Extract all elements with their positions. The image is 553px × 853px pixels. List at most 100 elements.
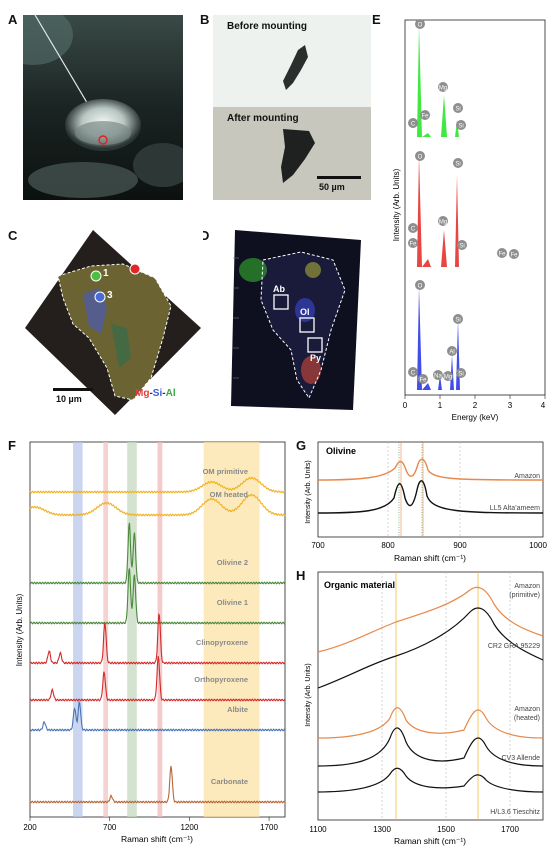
g-xlabel: Raman shift (cm⁻¹) xyxy=(394,553,466,563)
f-series-olivine-1 xyxy=(29,568,286,625)
f-series-albite xyxy=(29,700,286,732)
g-xtick-3: 1000 xyxy=(529,541,547,550)
box-ol-icon xyxy=(299,317,315,333)
spot-1-icon xyxy=(90,270,102,282)
g-xtick-2: 900 xyxy=(453,541,467,550)
eds-b-na: Na xyxy=(434,374,442,380)
f-xtick-1: 700 xyxy=(103,823,117,832)
panel-h: Organic material Amazon (primitive) CR2 … xyxy=(300,570,550,848)
panel-b-before: Before mounting xyxy=(213,15,371,107)
eds-blue-spectrum xyxy=(405,287,545,390)
spot-2-icon xyxy=(129,263,141,275)
eds-r-si2: Si xyxy=(459,244,464,250)
f-xtick-3: 1700 xyxy=(260,823,278,832)
eds-r-c: C xyxy=(411,227,416,233)
f-series-om-heated xyxy=(29,493,286,517)
f-xlabel: Raman shift (cm⁻¹) xyxy=(121,834,193,844)
f-label-olivine-1: Olivine 1 xyxy=(217,598,248,607)
f-label-om-heated: OM heated xyxy=(210,490,249,499)
panel-letter-g: G xyxy=(296,438,307,453)
legend-si: Si xyxy=(152,388,163,399)
eds-b-si: Si xyxy=(455,318,460,324)
panel-f-chart: OM primitive OM heated Olivine 2 Olivine 1 C… xyxy=(15,441,286,844)
panel-letter-e: E xyxy=(372,12,381,27)
h-xtick-0: 1100 xyxy=(309,825,327,834)
h-cr2-line xyxy=(317,607,544,689)
eds-r-fe: Fe xyxy=(409,242,417,248)
g-xtick-1: 800 xyxy=(381,541,395,550)
e-xtick-3: 3 xyxy=(508,401,513,410)
g-ll5-label: LL5 Alta’ameem xyxy=(490,505,540,512)
h-amazon-heated-line xyxy=(317,707,544,739)
e-xtick-2: 2 xyxy=(473,401,478,410)
h-label-heated: (heated) xyxy=(514,715,540,722)
before-mounting-label: Before mounting xyxy=(227,21,307,32)
spot-3-icon xyxy=(94,291,106,303)
panel-g: Olivine Amazon LL5 Alta’ameem 700 800 90… xyxy=(300,440,550,565)
spot-label-2: 2 xyxy=(142,262,148,273)
f-series-clinopyroxene xyxy=(29,612,286,665)
g-amazon-line xyxy=(317,458,544,481)
h-label-amazon-1: Amazon xyxy=(514,583,540,590)
eds-b-al: Al xyxy=(449,350,454,356)
eds-r-fe2: Fe xyxy=(498,252,506,258)
h-label-cr2: CR2 GRA 95229 xyxy=(488,643,540,650)
h-amazon-primitive-line xyxy=(317,586,544,653)
panel-letter-b: B xyxy=(200,12,210,27)
h-xtick-2: 1500 xyxy=(437,825,455,834)
e-ylabel: Intensity (Arb. Units) xyxy=(392,168,401,241)
eds-r-mg: Mg xyxy=(439,220,447,226)
panel-g-chart: Olivine Amazon LL5 Alta’ameem 700 800 90… xyxy=(305,441,547,563)
grain-before-illustration xyxy=(283,45,308,90)
eds-b-c: C xyxy=(411,371,416,377)
h-label-amazon-2: Amazon xyxy=(514,706,540,713)
element-legend: Mg-Si-Al xyxy=(135,388,176,399)
box-label-ab: Ab xyxy=(273,284,285,294)
spot-label-3: 3 xyxy=(107,290,113,301)
box-py-icon xyxy=(307,337,323,353)
h-cv3-line xyxy=(317,727,544,767)
panel-letter-c: C xyxy=(8,228,18,243)
panel-e-chart: O C Fe Mg Si Si O C Fe Mg Si Si Fe Fe O … xyxy=(392,19,546,422)
eds-green-spectrum xyxy=(405,25,545,137)
f-label-albite: Albite xyxy=(227,705,248,714)
eds-g-o: O xyxy=(418,23,423,29)
scale-bar-b xyxy=(317,176,361,179)
f-label-clinopyroxene: Clinopyroxene xyxy=(196,638,248,647)
h-label-primitive: (primitive) xyxy=(509,592,540,599)
f-label-carbonate: Carbonate xyxy=(211,777,248,786)
grain-after-illustration xyxy=(281,129,315,183)
spot-label-1: 1 xyxy=(103,268,109,279)
g-ll5-line xyxy=(317,480,544,514)
f-band-2 xyxy=(127,442,137,817)
box-label-ol: Ol xyxy=(300,307,310,317)
f-ylabel: Intensity (Arb. Units) xyxy=(15,593,24,666)
panel-letter-a: A xyxy=(8,12,18,27)
eds-b-o: O xyxy=(418,284,423,290)
box-label-py: Py xyxy=(310,353,322,363)
eds-b-mg: Mg xyxy=(444,375,452,381)
eds-g-mg: Mg xyxy=(439,86,447,92)
f-xtick-0: 200 xyxy=(23,823,37,832)
legend-mg: Mg xyxy=(135,388,150,399)
h-xtick-3: 1700 xyxy=(501,825,519,834)
eds-b-fe: Fe xyxy=(419,378,427,384)
g-amazon-label: Amazon xyxy=(514,473,540,480)
panel-letter-f: F xyxy=(8,438,16,453)
f-band-4 xyxy=(203,442,260,817)
f-series-om-primitive xyxy=(29,476,286,494)
g-title: Olivine xyxy=(326,446,356,456)
panel-c-map: 1 2 3 10 µm Mg-Si-Al xyxy=(23,228,203,415)
h-tieschitz-line xyxy=(317,767,544,793)
target-circle-icon xyxy=(98,135,108,145)
f-label-om-primitive: OM primitive xyxy=(203,467,248,476)
eds-g-c: C xyxy=(411,122,416,128)
h-xlabel: Raman shift (cm⁻¹) xyxy=(394,836,466,846)
eds-g-fe: Fe xyxy=(421,114,429,120)
f-series-orthopyroxene xyxy=(29,655,286,702)
f-series-carbonate xyxy=(29,765,286,804)
e-xlabel: Energy (keV) xyxy=(452,413,499,422)
f-label-olivine-2: Olivine 2 xyxy=(217,558,248,567)
eds-r-o: O xyxy=(418,155,423,161)
scale-bar-c xyxy=(53,388,93,391)
